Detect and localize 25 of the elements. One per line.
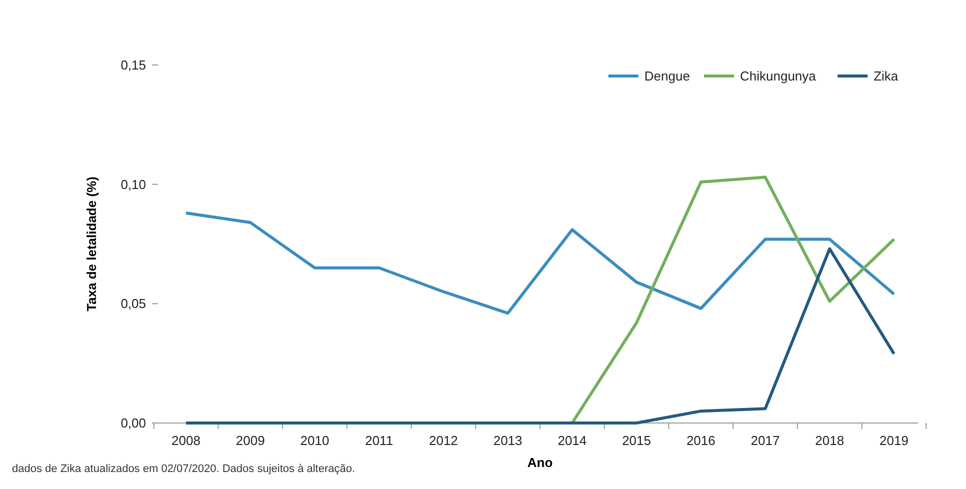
y-tick-label: 0,10: [120, 176, 146, 192]
x-tick-label: 2017: [750, 433, 780, 448]
legend-label: Dengue: [644, 68, 690, 84]
line-series: [184, 211, 896, 315]
x-tick-label: 2012: [428, 433, 458, 448]
y-tick-label: 0,00: [120, 416, 146, 431]
x-tick-label: 2015: [622, 433, 652, 448]
x-tick-label: 2019: [880, 433, 908, 448]
x-axis-title: Ano: [527, 455, 553, 470]
y-tick-label: 0,05: [120, 296, 146, 312]
x-tick-label: 2018: [815, 433, 844, 448]
y-axis-title: Taxa de letalidade (%): [84, 176, 99, 312]
legend-label: Zika: [874, 68, 899, 84]
x-tick-label: 2016: [686, 433, 716, 448]
x-tick-label: 2010: [300, 433, 330, 448]
line-series: [570, 176, 896, 424]
x-tick-label: 2013: [493, 433, 522, 448]
x-tick-label: 2014: [558, 433, 587, 448]
x-tick-label: 2009: [236, 433, 265, 448]
x-tick-label: 2008: [172, 433, 200, 448]
line-series: [184, 247, 896, 424]
legend-label: Chikungunya: [740, 68, 817, 84]
text: dados de Zika atualizados em 02/07/2020. Dados sujeitos à alteração.: [12, 463, 356, 475]
y-tick-label: 0,15: [120, 58, 146, 73]
x-tick-label: 2011: [365, 433, 394, 448]
